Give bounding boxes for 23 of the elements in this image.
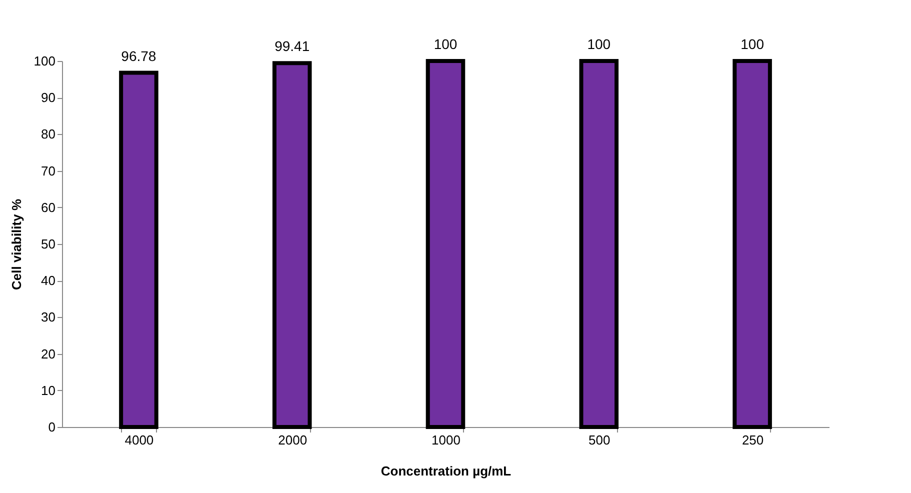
y-tick-label: 50 <box>41 236 56 252</box>
x-tick-label: 250 <box>742 432 764 448</box>
y-tick-label: 70 <box>41 163 56 178</box>
data-label: 100 <box>740 36 764 52</box>
y-tick-label: 60 <box>41 200 56 215</box>
x-axis-title: Concentration µg/mL <box>380 464 512 478</box>
data-label: 100 <box>434 36 458 52</box>
y-tick-label: 90 <box>41 90 56 106</box>
y-tick-label: 20 <box>41 346 56 362</box>
x-tick-label: 500 <box>588 432 610 448</box>
y-tick-label: 40 <box>41 273 56 288</box>
x-tick-label: 2000 <box>278 432 308 448</box>
data-label: 99.41 <box>274 38 310 54</box>
data-label: 100 <box>587 36 611 52</box>
y-tick-label: 10 <box>41 382 56 398</box>
y-tick-label: 80 <box>41 126 56 142</box>
x-tick-label: 1000 <box>432 432 460 448</box>
data-label: 96.78 <box>121 48 156 64</box>
y-tick-label: 30 <box>41 310 56 325</box>
x-tick-label: 4000 <box>124 432 154 448</box>
y-axis-title: Cell viability % <box>8 198 24 290</box>
y-tick-label: 100 <box>34 54 56 68</box>
y-tick-label: 0 <box>48 420 56 434</box>
